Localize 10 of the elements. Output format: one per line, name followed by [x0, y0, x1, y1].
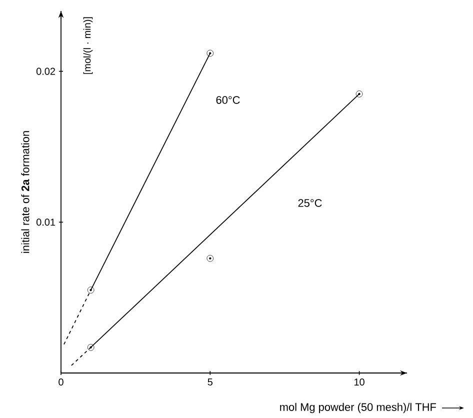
annotation: [mol/(l · min)] — [83, 17, 93, 74]
annotation: 60°C — [216, 96, 240, 104]
x-tick-label: 5 — [208, 378, 212, 386]
x-tick-label: 0 — [58, 378, 64, 386]
y-tick-label: 0.02 — [36, 68, 55, 75]
x-tick-label: 10 — [354, 378, 364, 386]
y-tick-label: 0.01 — [36, 218, 56, 226]
x-axis-title: mol Mg powder (50 mesh)/l THF — [280, 402, 436, 414]
annotation: 25°C — [298, 199, 322, 207]
y-axis-title: initial rate of 2a formation — [21, 131, 30, 253]
